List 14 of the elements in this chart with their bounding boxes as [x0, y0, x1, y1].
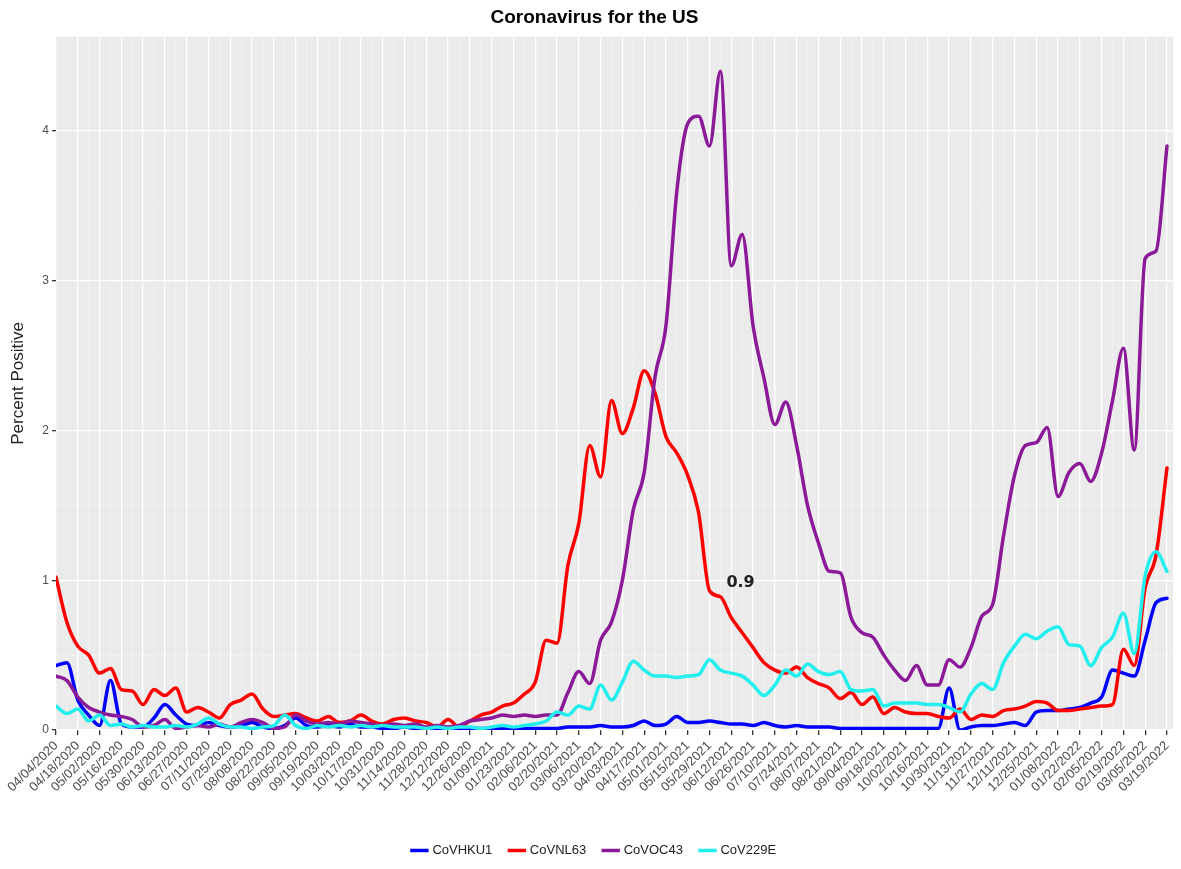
annotation: 0.9: [726, 571, 755, 591]
y-tick-label: 3: [42, 273, 50, 288]
legend-label: CoVNL63: [529, 842, 587, 858]
y-tick-label: 2: [42, 422, 50, 437]
y-tick-label: 4: [42, 123, 50, 138]
line-series: [56, 69, 1169, 730]
y-tick-label: 0: [42, 722, 50, 737]
y-axis-title: Percent Positive: [7, 321, 27, 445]
line-series: [56, 550, 1169, 730]
legend-label: CoVOC43: [623, 842, 683, 858]
y-tick-label: 1: [42, 572, 50, 587]
chart-title: Coronavirus for the US: [490, 5, 699, 27]
legend-label: CoV229E: [720, 842, 777, 858]
legend-label: CoVHKU1: [432, 842, 493, 858]
